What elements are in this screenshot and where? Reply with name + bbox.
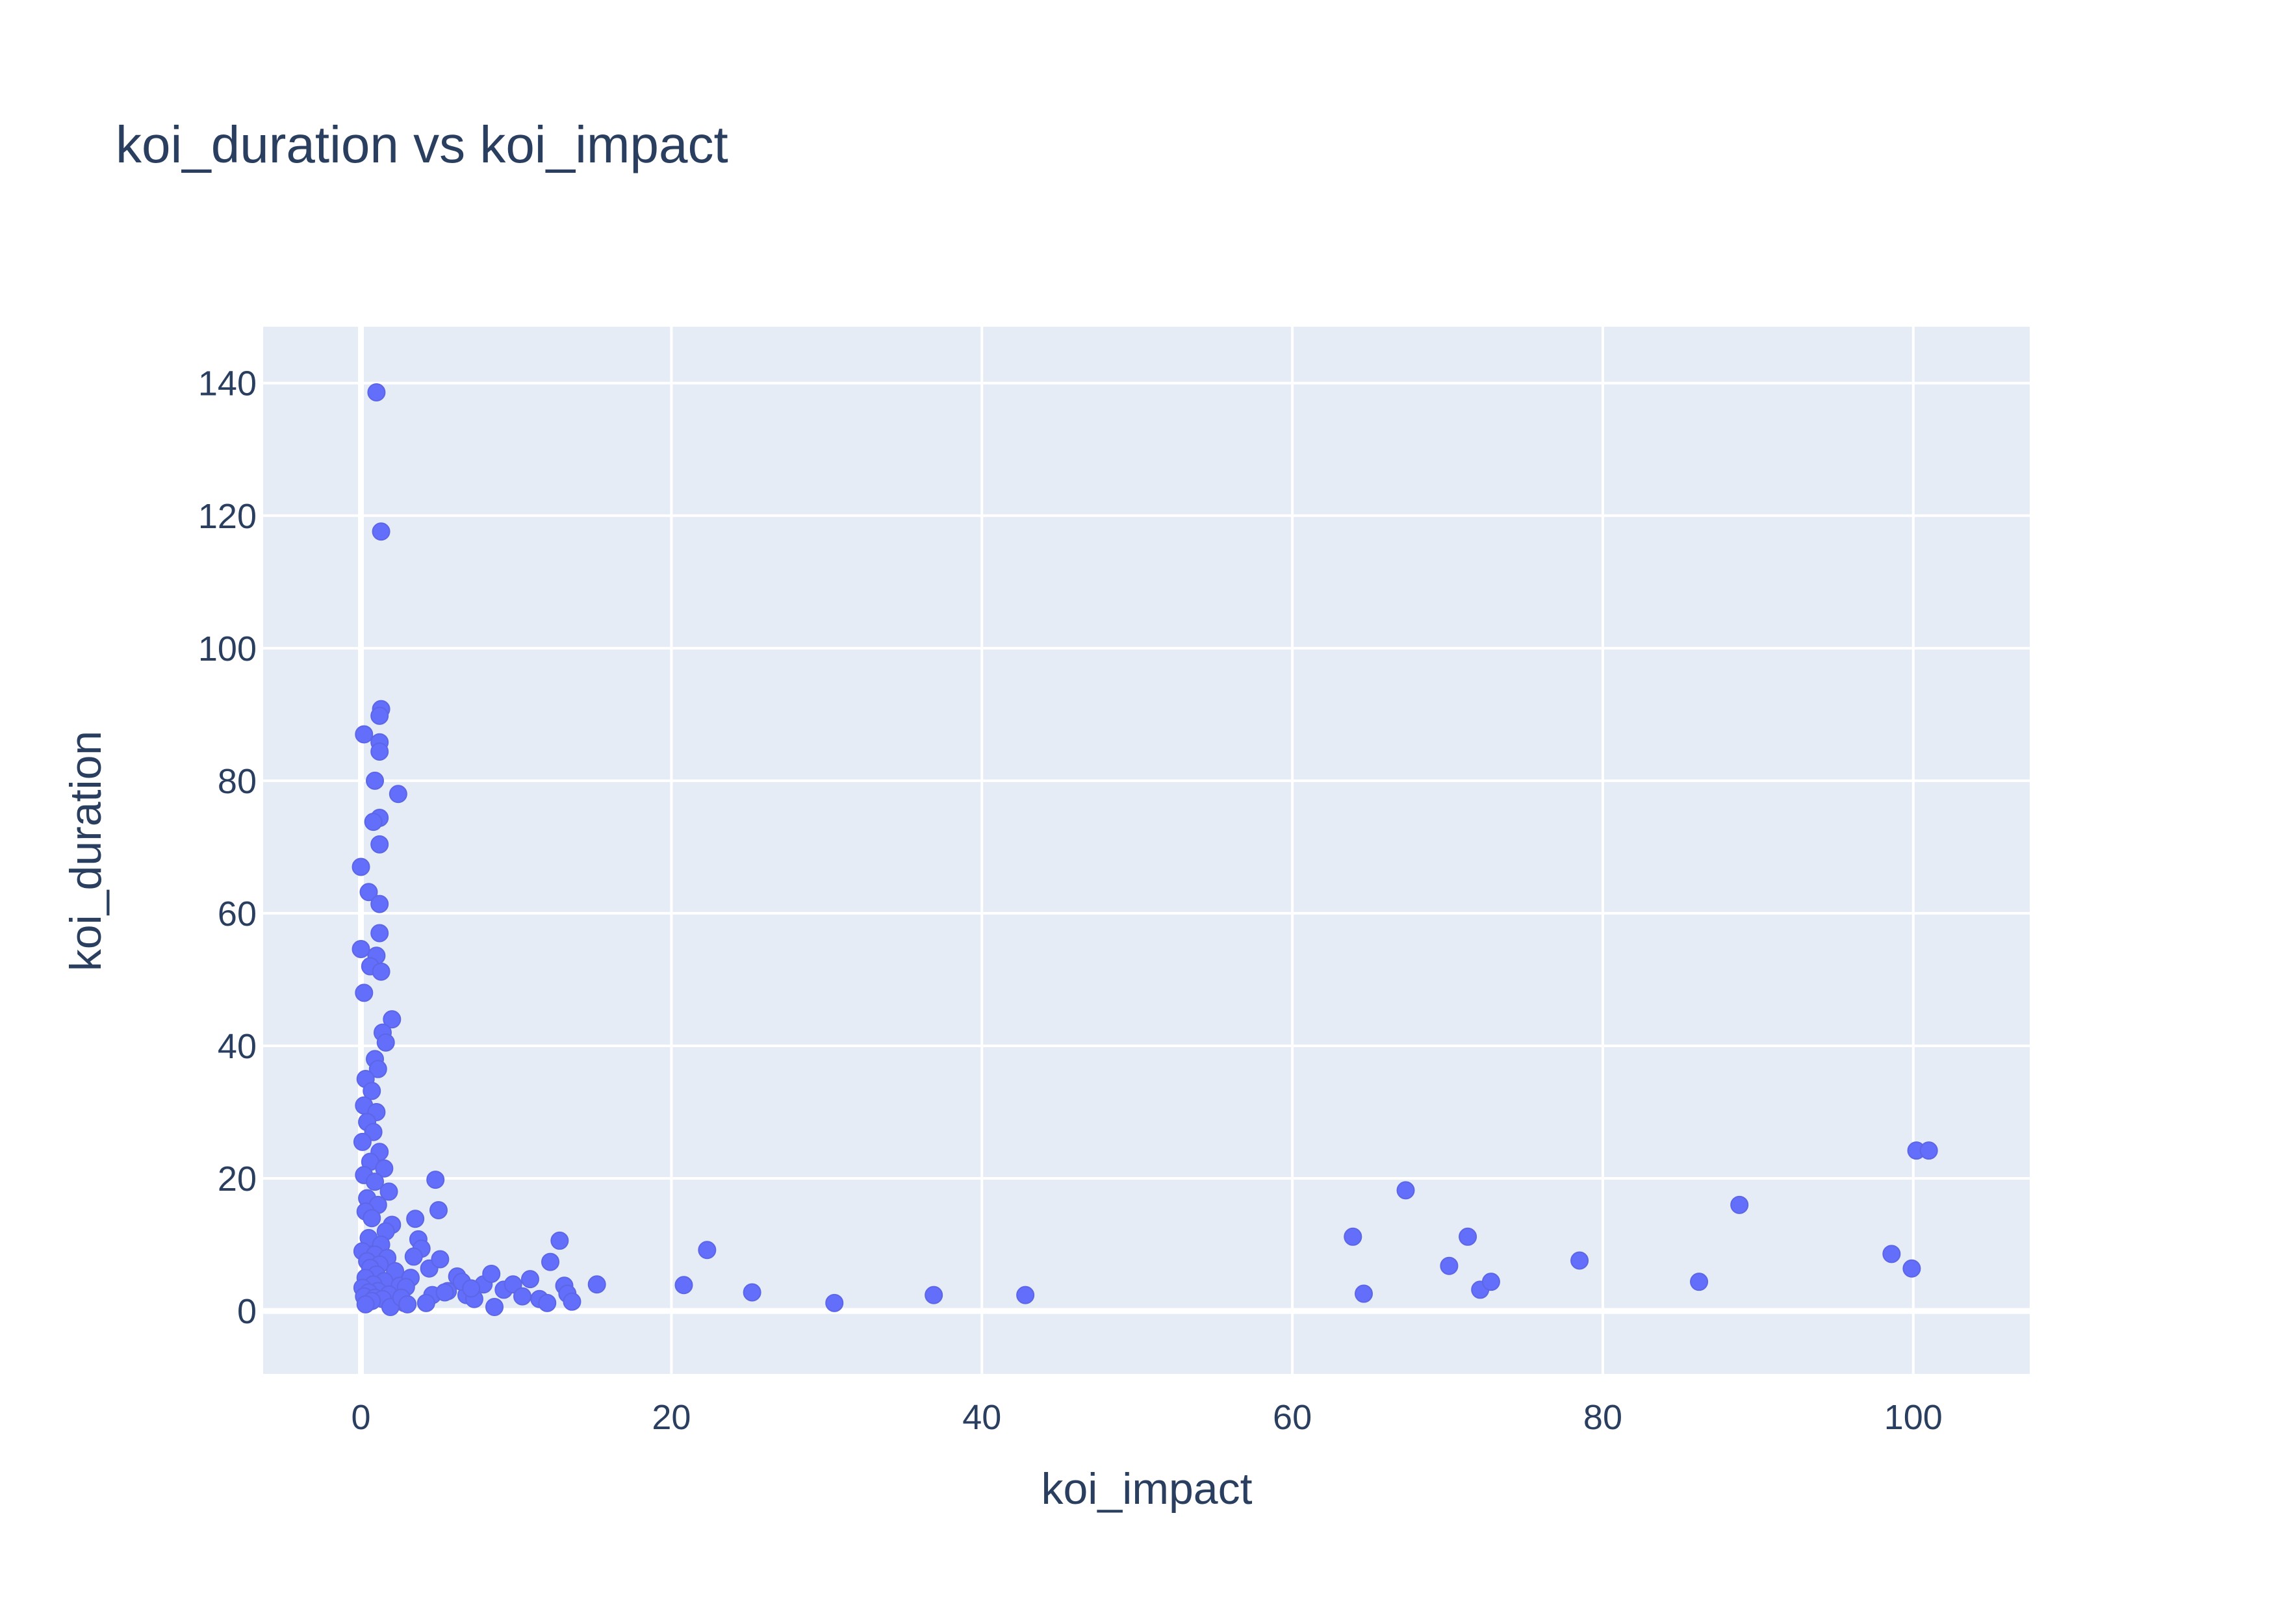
data-point[interactable] [379, 1182, 398, 1201]
data-point[interactable] [416, 1293, 435, 1312]
data-point[interactable] [353, 1132, 372, 1151]
data-point[interactable] [351, 857, 370, 876]
data-point[interactable] [367, 383, 386, 402]
y-axis-ticks: 0 20 40 60 80 100 120 140 [198, 364, 257, 1331]
x-tick-label: 80 [1583, 1398, 1622, 1437]
data-point[interactable] [406, 1210, 425, 1228]
x-tick-label: 100 [1884, 1398, 1943, 1437]
y-tick-label: 120 [198, 497, 257, 536]
x-tick-label: 60 [1273, 1398, 1312, 1437]
data-point[interactable] [1016, 1286, 1035, 1304]
data-point[interactable] [372, 522, 390, 541]
x-tick-label: 40 [962, 1398, 1001, 1437]
x-tick-label: 20 [652, 1398, 691, 1437]
data-point[interactable] [372, 962, 390, 981]
y-axis-title: koi_duration [61, 731, 110, 971]
chart-title: koi_duration vs koi_impact [116, 116, 728, 173]
data-point[interactable] [925, 1286, 943, 1304]
data-point[interactable] [426, 1171, 445, 1189]
data-point[interactable] [376, 1033, 395, 1052]
data-point[interactable] [1882, 1245, 1901, 1263]
data-point[interactable] [513, 1287, 532, 1306]
y-tick-label: 100 [198, 629, 257, 668]
y-tick-label: 20 [218, 1160, 257, 1199]
data-point[interactable] [355, 725, 374, 744]
data-point[interactable] [587, 1275, 606, 1294]
data-point[interactable] [541, 1252, 560, 1271]
data-point[interactable] [366, 771, 385, 790]
data-point[interactable] [825, 1293, 844, 1312]
gridlines [263, 327, 2030, 1374]
data-point[interactable] [364, 813, 383, 831]
data-point[interactable] [743, 1283, 761, 1302]
data-point[interactable] [485, 1297, 504, 1316]
data-point[interactable] [520, 1270, 539, 1289]
data-point[interactable] [351, 940, 370, 959]
data-point[interactable] [375, 1159, 394, 1178]
data-point[interactable] [1344, 1227, 1362, 1246]
data-point[interactable] [1919, 1141, 1938, 1160]
data-point[interactable] [1690, 1273, 1709, 1291]
data-point[interactable] [1481, 1273, 1500, 1291]
data-point[interactable] [398, 1295, 417, 1313]
x-tick-label: 0 [351, 1398, 371, 1437]
x-axis-ticks: 0 20 40 60 80 100 [351, 1398, 1943, 1437]
data-point[interactable] [363, 1209, 381, 1228]
y-tick-label: 60 [218, 894, 257, 933]
x-axis-title: koi_impact [1041, 1464, 1252, 1514]
data-point[interactable] [370, 742, 389, 761]
data-point[interactable] [1396, 1181, 1415, 1200]
data-point[interactable] [431, 1250, 450, 1269]
data-point[interactable] [368, 1059, 387, 1078]
data-points [351, 383, 1938, 1316]
data-point[interactable] [550, 1231, 569, 1250]
data-point[interactable] [355, 983, 374, 1002]
plot-area [263, 327, 2030, 1374]
data-point[interactable] [370, 835, 389, 854]
data-point[interactable] [366, 1173, 385, 1191]
data-point[interactable] [356, 1295, 375, 1313]
data-point[interactable] [462, 1279, 481, 1298]
data-point[interactable] [1354, 1284, 1373, 1303]
y-tick-label: 40 [218, 1027, 257, 1066]
y-tick-label: 0 [237, 1292, 257, 1331]
data-point[interactable] [1902, 1259, 1921, 1278]
data-point[interactable] [404, 1247, 423, 1266]
data-point[interactable] [389, 785, 407, 804]
data-point[interactable] [435, 1283, 454, 1302]
data-point[interactable] [383, 1010, 402, 1029]
data-point[interactable] [563, 1292, 581, 1311]
data-point[interactable] [370, 706, 389, 725]
data-point[interactable] [1440, 1256, 1459, 1275]
y-tick-label: 80 [218, 762, 257, 801]
data-point[interactable] [1730, 1195, 1749, 1214]
data-point[interactable] [482, 1264, 501, 1283]
data-point[interactable] [359, 883, 378, 902]
data-point[interactable] [698, 1241, 717, 1260]
data-point[interactable] [538, 1293, 557, 1312]
data-point[interactable] [370, 894, 389, 913]
y-tick-label: 140 [198, 364, 257, 403]
data-point[interactable] [1570, 1251, 1589, 1270]
data-point[interactable] [504, 1275, 522, 1294]
data-point[interactable] [370, 924, 389, 943]
data-point[interactable] [363, 1082, 381, 1100]
data-point[interactable] [1459, 1227, 1477, 1246]
data-point[interactable] [429, 1200, 448, 1219]
data-point[interactable] [674, 1276, 693, 1295]
